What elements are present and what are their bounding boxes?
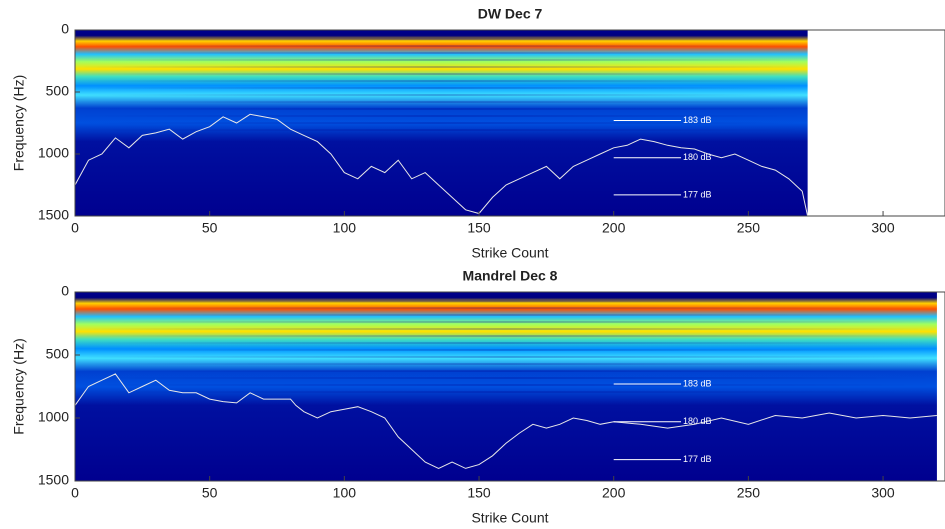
reference-label: 177 dB [683, 189, 712, 199]
axes-box [74, 29, 945, 217]
x-tick-label: 300 [871, 485, 895, 501]
y-tick-label: 0 [61, 283, 69, 299]
spectrogram-texture [75, 52, 808, 54]
spectrogram-texture [75, 300, 937, 302]
x-tick-label: 300 [871, 220, 895, 236]
y-tick-label: 500 [46, 83, 70, 99]
x-axis-label: Strike Count [471, 510, 548, 526]
x-tick-label: 150 [467, 220, 491, 236]
x-tick-label: 0 [71, 485, 79, 501]
spectrogram-texture [75, 87, 808, 89]
level-line [74, 113, 809, 217]
spectrogram-texture [75, 335, 937, 337]
y-tick-label: 1500 [38, 472, 69, 488]
spectrogram-texture [75, 59, 808, 61]
spectrogram-texture [75, 377, 937, 379]
spectrogram-texture [75, 115, 808, 117]
spectrogram-texture [75, 321, 937, 323]
spectrogram-texture [75, 66, 808, 68]
spectrogram-texture [75, 384, 937, 386]
spectrogram-texture [75, 94, 808, 96]
x-tick-label: 250 [737, 220, 761, 236]
spectrogram [75, 292, 937, 481]
spectrogram-texture [75, 101, 808, 103]
spectrogram-texture [75, 108, 808, 110]
spectrogram-texture [75, 122, 808, 124]
spectrogram-texture [75, 314, 937, 316]
x-axis-label: Strike Count [471, 245, 548, 261]
x-tick-label: 150 [467, 485, 491, 501]
spectrogram-texture [75, 45, 808, 47]
level-line [74, 373, 937, 469]
x-tick-label: 200 [602, 485, 626, 501]
spectrogram-texture [75, 363, 937, 365]
spectrogram-texture [75, 38, 808, 40]
reference-label: 183 dB [683, 378, 712, 388]
y-tick-label: 1500 [38, 207, 69, 223]
x-tick-label: 200 [602, 220, 626, 236]
spectrogram-texture [75, 370, 937, 372]
y-axis-label: Frequency (Hz) [11, 75, 27, 171]
axes-box [74, 291, 945, 482]
y-tick-label: 1000 [38, 409, 69, 425]
x-tick-label: 50 [202, 220, 218, 236]
reference-label: 183 dB [683, 115, 712, 125]
spectrogram-texture [75, 356, 937, 358]
x-tick-label: 100 [333, 220, 357, 236]
spectrogram-texture [75, 349, 937, 351]
reference-label: 180 dB [683, 152, 712, 162]
reference-label: 177 dB [683, 454, 712, 464]
spectrogram-texture [75, 73, 808, 75]
spectrogram-texture [75, 80, 808, 82]
x-tick-label: 250 [737, 485, 761, 501]
chart-title: DW Dec 7 [478, 6, 543, 22]
spectrogram-texture [75, 129, 808, 131]
spectrogram-texture [75, 307, 937, 309]
x-tick-label: 100 [333, 485, 357, 501]
spectrogram-texture [75, 342, 937, 344]
x-tick-label: 0 [71, 220, 79, 236]
y-tick-label: 500 [46, 346, 70, 362]
spectrogram-texture [75, 391, 937, 393]
y-axis-label: Frequency (Hz) [11, 338, 27, 434]
spectrogram-texture [75, 328, 937, 330]
chart-title: Mandrel Dec 8 [463, 268, 558, 284]
y-tick-label: 0 [61, 21, 69, 37]
reference-label: 180 dB [683, 416, 712, 426]
y-tick-label: 1000 [38, 145, 69, 161]
x-tick-label: 50 [202, 485, 218, 501]
